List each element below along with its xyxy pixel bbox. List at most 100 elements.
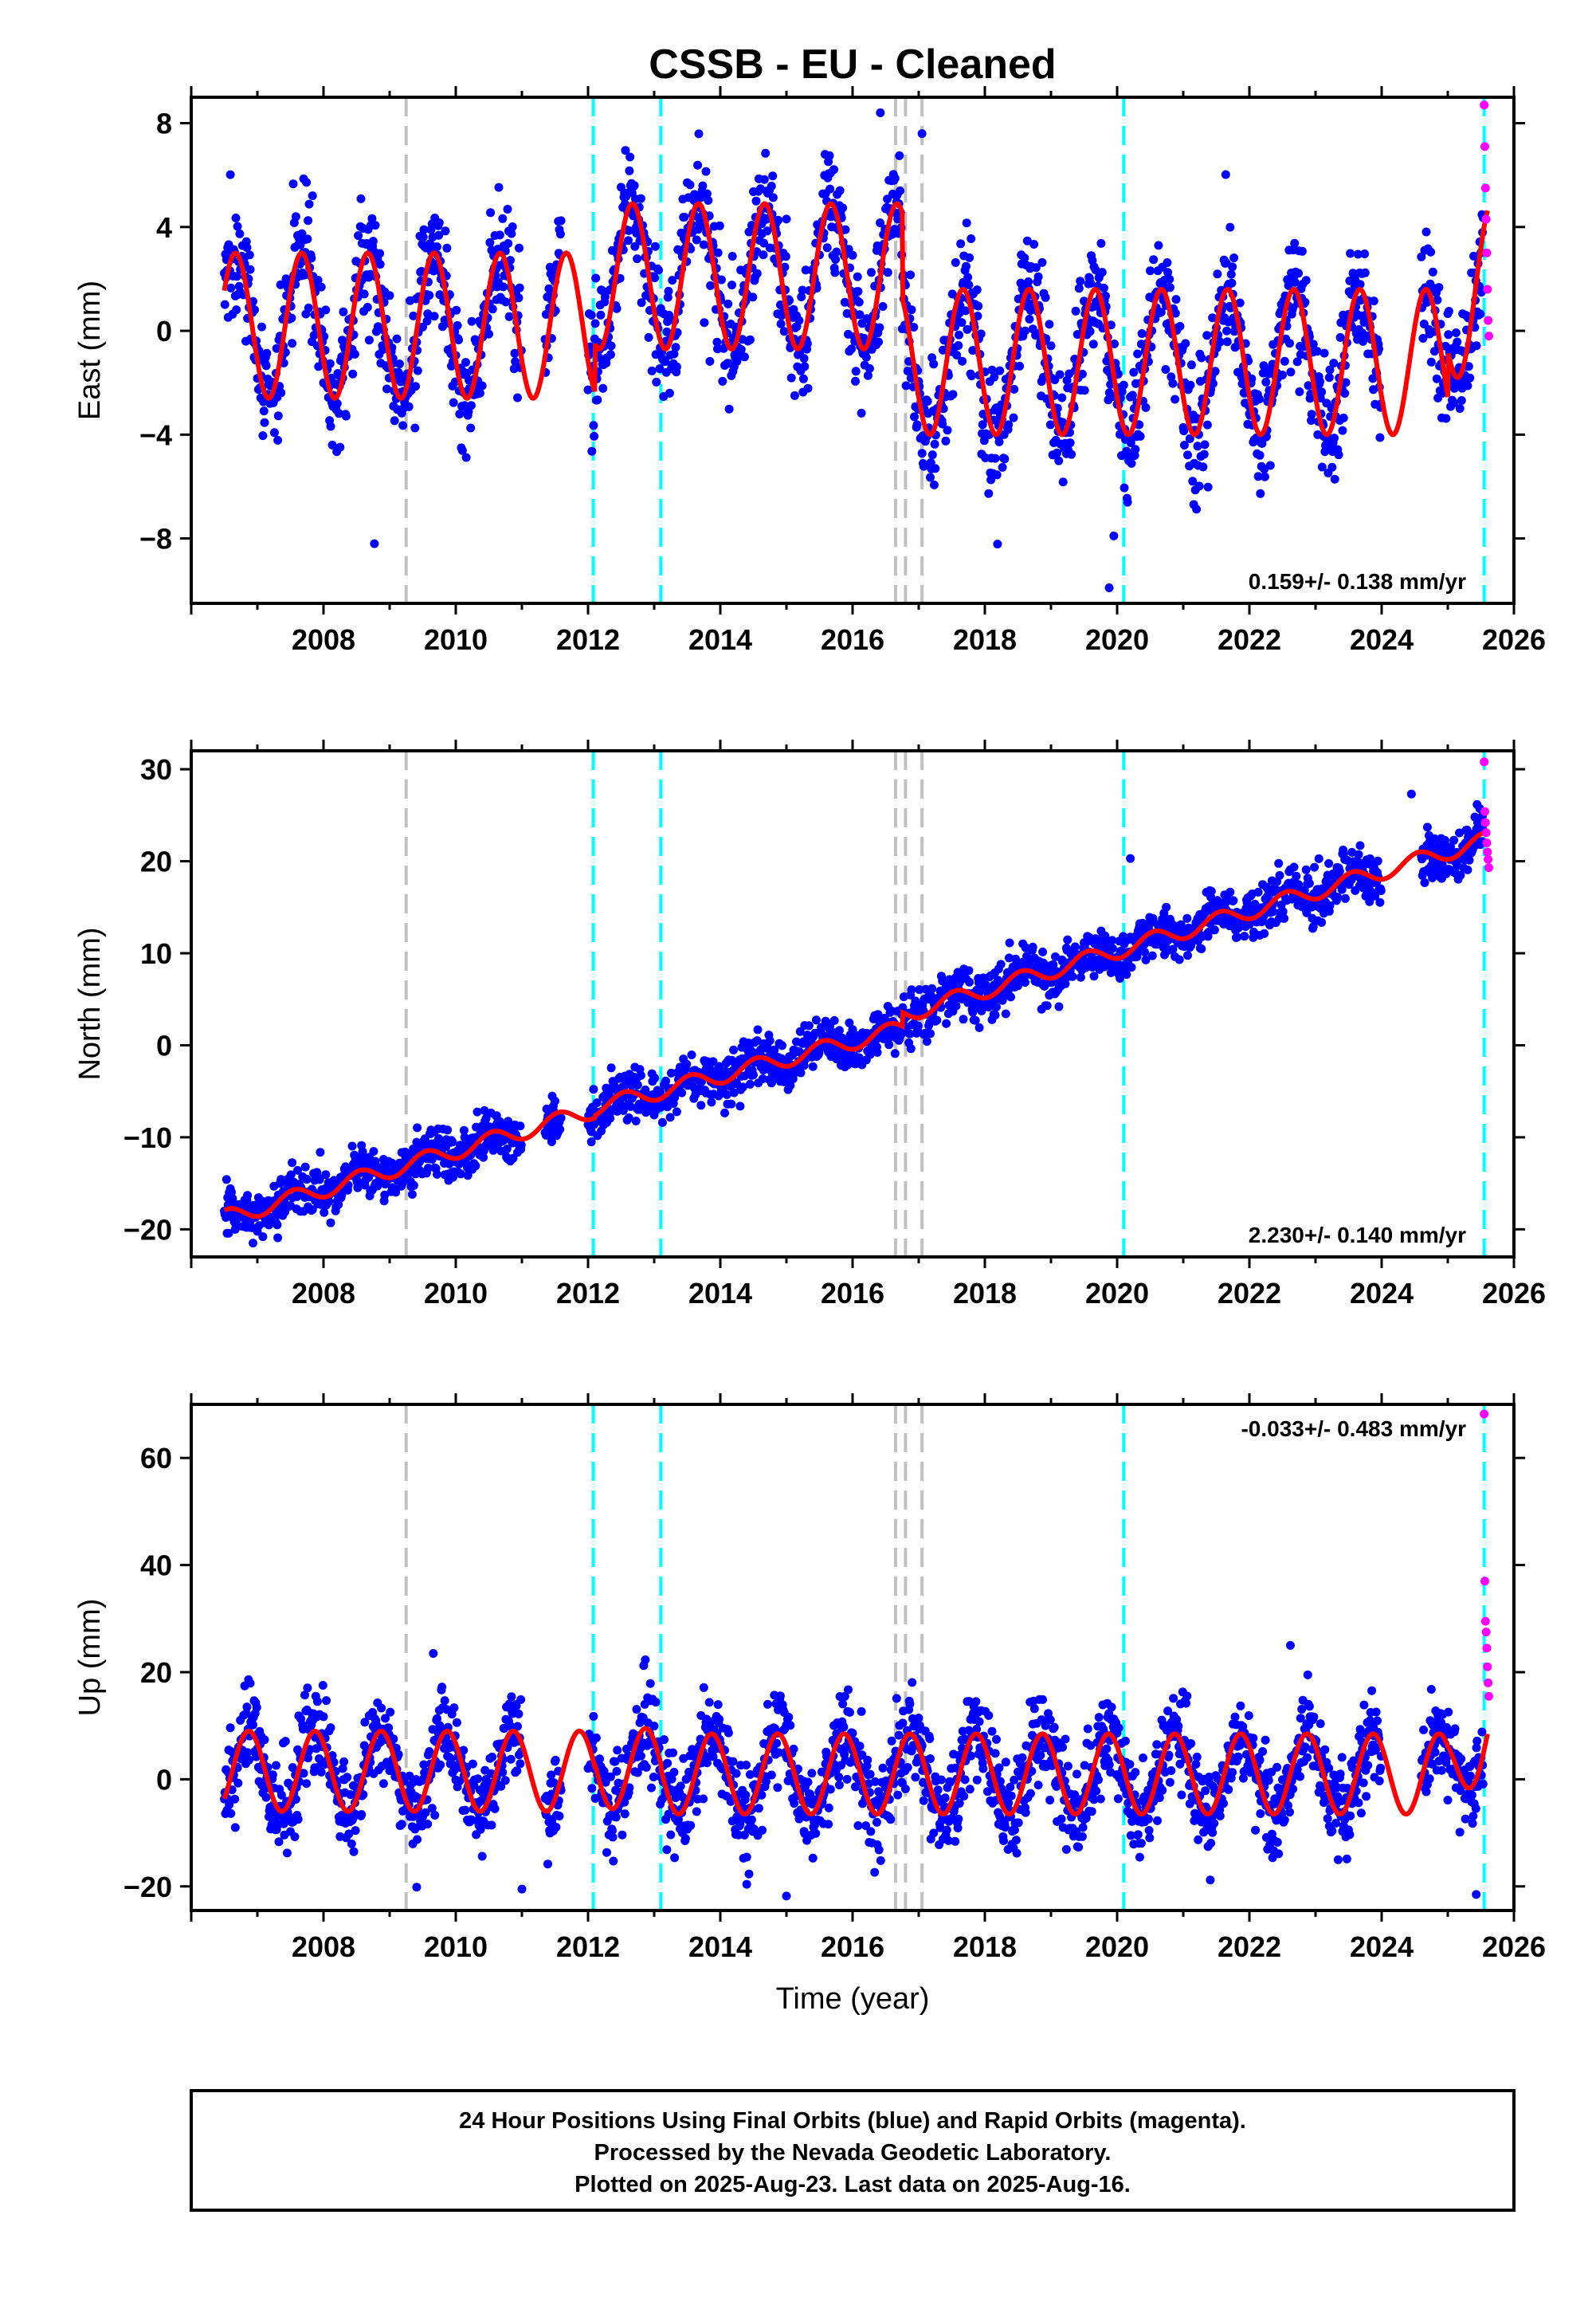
- data-point: [1126, 854, 1135, 863]
- data-point: [385, 291, 394, 300]
- data-point: [590, 431, 599, 441]
- data-point: [1126, 438, 1135, 448]
- data-point: [1042, 1001, 1052, 1011]
- data-point: [488, 304, 497, 314]
- data-point: [1365, 897, 1374, 906]
- data-point: [1010, 384, 1019, 394]
- data-point: [797, 293, 806, 301]
- data-point: [890, 1049, 900, 1058]
- data-point: [909, 323, 919, 332]
- data-point: [1310, 862, 1320, 872]
- data-point: [752, 269, 762, 278]
- x-tick-label: 2008: [292, 623, 355, 656]
- data-point: [1061, 979, 1070, 988]
- data-point: [652, 377, 661, 387]
- rapid-point: [1480, 807, 1489, 816]
- data-point: [1076, 972, 1085, 982]
- data-point: [761, 148, 771, 158]
- y-axis-label: East (mm): [73, 281, 107, 420]
- data-point: [961, 306, 971, 316]
- data-point: [1080, 386, 1089, 395]
- data-point: [326, 1723, 335, 1733]
- data-point: [606, 1063, 616, 1073]
- data-point: [778, 1041, 786, 1050]
- data-point: [1123, 497, 1132, 507]
- data-point: [776, 319, 786, 328]
- data-point: [1360, 268, 1370, 277]
- model-fit-line: [223, 829, 1488, 1219]
- x-axis: 2008 2010 2012 2014 2016 2018 2020 2022 2024 2026: [190, 740, 1546, 1310]
- data-point: [971, 1015, 980, 1025]
- data-point: [1071, 306, 1080, 316]
- data-point: [926, 1029, 935, 1039]
- x-tick-label: 2020: [1085, 1277, 1149, 1310]
- data-point: [488, 1752, 497, 1761]
- y-tick-label: −10: [124, 1121, 172, 1154]
- data-point: [786, 373, 796, 383]
- data-point: [782, 214, 791, 224]
- data-point: [1457, 396, 1466, 405]
- data-point: [220, 300, 229, 309]
- data-point: [589, 421, 598, 430]
- data-point: [590, 319, 600, 328]
- data-point: [304, 303, 313, 312]
- data-point: [1253, 472, 1263, 481]
- rapid-point: [1480, 818, 1490, 827]
- data-point: [334, 409, 343, 418]
- data-point: [796, 1068, 806, 1078]
- up-panel: 2008 2010 2012 2014 2016 2018 2020 2022 2024 2026…: [73, 1393, 1546, 1963]
- data-point: [962, 261, 971, 271]
- data-point: [926, 473, 935, 482]
- data-point: [895, 151, 904, 160]
- data-point: [1406, 789, 1416, 799]
- data-point: [964, 281, 974, 289]
- data-point: [1186, 360, 1196, 370]
- data-point: [466, 423, 476, 433]
- data-point: [459, 1746, 469, 1755]
- data-point: [830, 268, 840, 277]
- data-point: [368, 237, 378, 246]
- data-point: [665, 388, 674, 398]
- data-point: [347, 1839, 356, 1848]
- data-point: [1053, 448, 1062, 457]
- data-point: [422, 316, 432, 326]
- data-point: [318, 1681, 327, 1690]
- rapid-orbit-points: [1480, 100, 1493, 341]
- data-point: [767, 182, 776, 190]
- data-point: [1464, 362, 1473, 371]
- data-point: [873, 1047, 882, 1057]
- data-point: [910, 412, 919, 422]
- data-point: [1308, 922, 1318, 932]
- data-point: [586, 311, 596, 320]
- data-point: [230, 1794, 240, 1804]
- data-point: [593, 395, 602, 405]
- data-point: [354, 231, 363, 241]
- data-point: [350, 349, 359, 359]
- data-point: [429, 312, 439, 321]
- data-point: [1456, 870, 1465, 880]
- data-point: [434, 230, 444, 240]
- data-point: [1116, 974, 1124, 983]
- data-point: [932, 1015, 942, 1025]
- data-point: [906, 270, 916, 280]
- data-point: [407, 1190, 417, 1199]
- y-axis-label: North (mm): [73, 927, 107, 1080]
- data-point: [759, 238, 769, 248]
- data-point: [1317, 917, 1327, 927]
- data-point: [1286, 367, 1296, 377]
- data-point: [508, 222, 517, 231]
- data-point: [430, 1811, 440, 1820]
- data-point: [452, 1718, 461, 1727]
- data-point: [427, 1804, 437, 1813]
- data-point: [1028, 942, 1037, 952]
- data-point: [308, 1205, 317, 1215]
- data-point: [404, 402, 414, 411]
- data-point: [398, 421, 408, 430]
- data-point: [1110, 340, 1119, 348]
- data-point: [1156, 308, 1166, 317]
- data-point: [257, 322, 266, 332]
- data-point: [841, 225, 850, 234]
- data-point: [1330, 434, 1339, 443]
- data-point: [1194, 481, 1204, 491]
- data-point: [510, 348, 520, 358]
